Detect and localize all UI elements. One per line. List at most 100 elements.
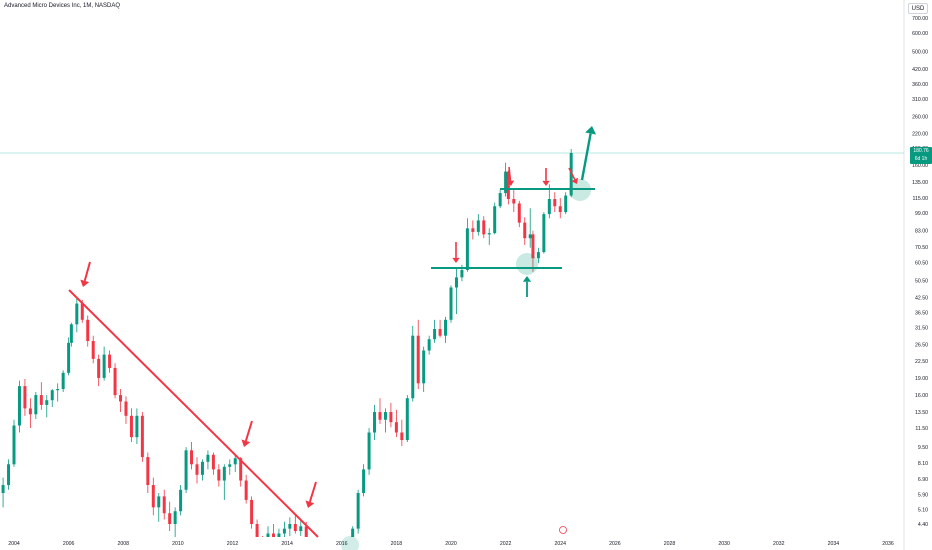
y-tick-label: 135.00 bbox=[912, 180, 928, 186]
y-tick-label: 6.90 bbox=[918, 477, 928, 483]
x-tick-label: 2016 bbox=[336, 541, 348, 547]
candle-body bbox=[211, 454, 215, 470]
candle-body bbox=[517, 203, 521, 223]
candle-body bbox=[304, 526, 308, 537]
candle-body bbox=[86, 319, 90, 342]
red-arrow-head bbox=[80, 279, 90, 287]
candle-body bbox=[261, 544, 264, 547]
candle-body bbox=[271, 533, 275, 537]
x-tick-label: 2032 bbox=[773, 541, 785, 547]
candle-body bbox=[449, 287, 453, 320]
x-tick-label: 2036 bbox=[882, 541, 894, 547]
candle-body bbox=[97, 358, 101, 378]
candle-body bbox=[157, 496, 161, 508]
candle-body bbox=[45, 400, 49, 405]
candle-body bbox=[547, 199, 551, 215]
candle-body bbox=[569, 152, 573, 196]
candle-body bbox=[102, 354, 106, 378]
candle-body bbox=[282, 528, 286, 534]
candle-body bbox=[389, 412, 393, 423]
green-arrow-head bbox=[522, 276, 532, 282]
candle-body bbox=[433, 329, 437, 340]
red-arrow-shaft bbox=[508, 166, 512, 181]
candle-body bbox=[190, 450, 194, 465]
candle-body bbox=[113, 367, 117, 396]
x-tick-label: 2026 bbox=[609, 541, 621, 547]
x-tick-label: 2034 bbox=[828, 541, 840, 547]
y-tick-label: 5.10 bbox=[918, 507, 928, 513]
y-tick-label: 600.00 bbox=[912, 31, 928, 37]
candle-body bbox=[56, 389, 60, 391]
y-tick-label: 5.90 bbox=[918, 493, 928, 499]
y-tick-label: 26.50 bbox=[915, 343, 928, 349]
y-tick-label: 99.00 bbox=[915, 211, 928, 217]
y-tick-label: 115.00 bbox=[913, 196, 929, 202]
x-tick-label: 2024 bbox=[554, 541, 566, 547]
support-highlight-circle bbox=[516, 253, 538, 275]
x-tick-label: 2006 bbox=[63, 541, 75, 547]
candle-body bbox=[140, 415, 144, 458]
y-tick-label: 50.50 bbox=[915, 278, 928, 284]
x-tick-label: 2028 bbox=[664, 541, 676, 547]
y-tick-label: 4.40 bbox=[918, 522, 928, 528]
retest-highlight-circle bbox=[569, 179, 591, 201]
candle-body bbox=[23, 386, 27, 409]
last-price-tag: 180.76 6d 1h bbox=[910, 147, 932, 164]
y-tick-label: 360.00 bbox=[912, 82, 928, 88]
x-tick-label: 2020 bbox=[445, 541, 457, 547]
x-tick-label: 2018 bbox=[391, 541, 403, 547]
x-tick-label: 2030 bbox=[718, 541, 730, 547]
y-tick-label: 13.50 bbox=[915, 410, 928, 416]
candle-body bbox=[184, 450, 188, 490]
candle-body bbox=[80, 303, 84, 320]
y-tick-label: 60.50 bbox=[915, 260, 928, 266]
y-tick-label: 420.00 bbox=[912, 67, 928, 73]
candle-body bbox=[405, 398, 409, 441]
red-arrow-head bbox=[571, 177, 579, 184]
red-arrow-head bbox=[506, 180, 515, 186]
y-tick-label: 500.00 bbox=[912, 49, 928, 55]
candle-body bbox=[12, 425, 16, 465]
candle-body bbox=[487, 233, 491, 235]
candle-body bbox=[228, 464, 232, 467]
candle-body bbox=[50, 390, 54, 401]
green-arrow-shaft bbox=[580, 133, 592, 181]
candle-body bbox=[558, 206, 562, 213]
y-tick-label: 11.50 bbox=[915, 426, 928, 432]
last-price-countdown: 6d 1h bbox=[914, 156, 928, 162]
currency-button[interactable]: USD bbox=[908, 3, 928, 14]
candle-body bbox=[504, 171, 508, 194]
candle-body bbox=[542, 214, 546, 253]
candle-body bbox=[460, 269, 464, 278]
candle-body bbox=[378, 412, 382, 420]
x-tick-label: 2004 bbox=[8, 541, 20, 547]
y-tick-label: 310.00 bbox=[912, 97, 928, 103]
y-tick-label: 160.00 bbox=[912, 163, 928, 169]
x-tick-label: 2008 bbox=[117, 541, 129, 547]
candle-body bbox=[288, 524, 292, 529]
candle-body bbox=[162, 496, 166, 514]
candle-body bbox=[362, 469, 366, 494]
y-tick-label: 31.50 bbox=[915, 325, 928, 331]
candle-body bbox=[356, 493, 360, 529]
candle-body bbox=[531, 234, 535, 259]
candle-body bbox=[506, 171, 510, 200]
candle-body bbox=[239, 458, 243, 481]
red-arrow-shaft bbox=[308, 481, 317, 503]
candle-body bbox=[454, 277, 458, 288]
candle-body bbox=[250, 499, 254, 524]
red-arrow-shaft bbox=[244, 420, 253, 442]
candle-body bbox=[498, 193, 502, 207]
y-tick-label: 70.50 bbox=[915, 245, 928, 251]
candle-body bbox=[195, 464, 199, 475]
candle-body bbox=[465, 228, 469, 270]
candle-body bbox=[67, 342, 71, 373]
candle-body bbox=[39, 395, 43, 405]
candle-body bbox=[17, 386, 21, 426]
candle-body bbox=[416, 335, 420, 384]
candle-body bbox=[482, 220, 486, 235]
candle-body bbox=[351, 528, 355, 537]
candle-body bbox=[367, 432, 371, 470]
candle-body bbox=[168, 513, 172, 524]
